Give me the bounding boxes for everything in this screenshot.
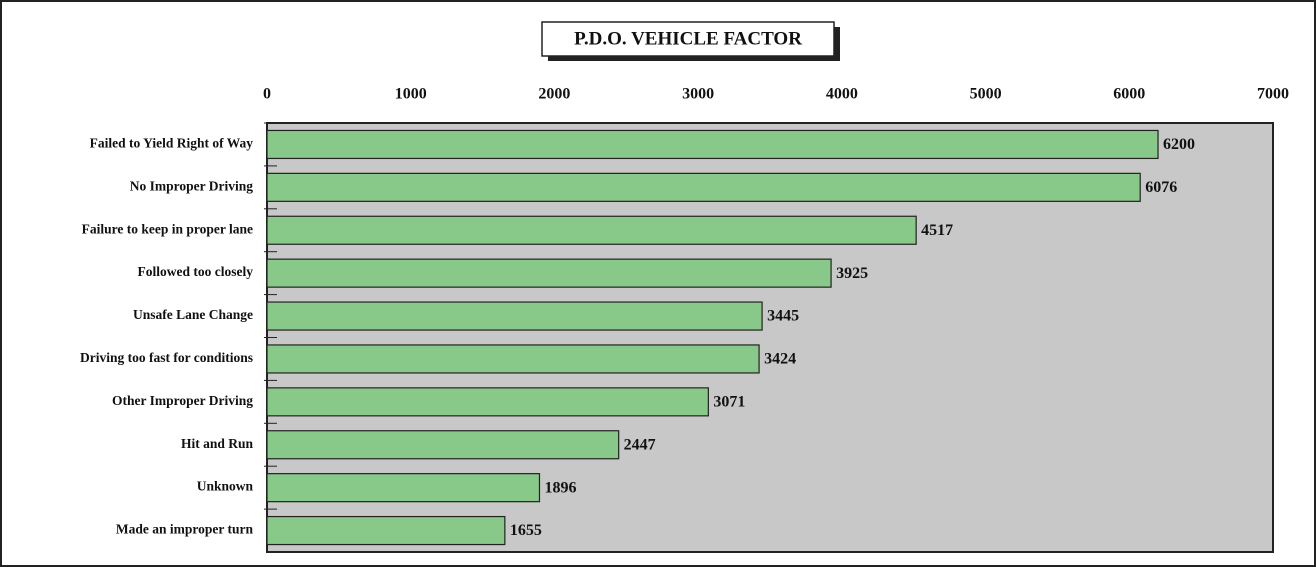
chart-title: P.D.O. VEHICLE FACTOR bbox=[574, 28, 802, 49]
y-tick-label: Driving too fast for conditions bbox=[80, 350, 253, 365]
x-tick-label: 3000 bbox=[682, 86, 714, 103]
x-tick-label: 6000 bbox=[1113, 86, 1145, 103]
bar bbox=[266, 258, 832, 288]
value-label: 1896 bbox=[544, 479, 576, 496]
bar bbox=[266, 344, 760, 374]
bar bbox=[266, 387, 709, 417]
y-tick-label: Hit and Run bbox=[181, 436, 254, 451]
value-label: 3445 bbox=[767, 308, 799, 325]
value-label: 4517 bbox=[921, 222, 953, 239]
y-tick-label: Failure to keep in proper lane bbox=[82, 221, 253, 236]
value-label: 1655 bbox=[510, 522, 542, 539]
bar bbox=[266, 129, 1159, 160]
value-label: 2447 bbox=[624, 436, 656, 453]
title-box bbox=[541, 21, 835, 57]
x-tick-label: 4000 bbox=[826, 86, 858, 103]
y-tick-label: Unsafe Lane Change bbox=[133, 307, 253, 322]
bar bbox=[266, 172, 1141, 202]
value-label: 3925 bbox=[836, 265, 868, 282]
y-tick-label: Followed too closely bbox=[138, 264, 254, 279]
bar bbox=[266, 215, 917, 245]
value-label: 6076 bbox=[1145, 179, 1177, 196]
bar bbox=[266, 430, 620, 460]
value-label: 6200 bbox=[1163, 136, 1195, 153]
x-tick-label: 5000 bbox=[970, 86, 1002, 103]
y-tick-label: No Improper Driving bbox=[130, 178, 254, 193]
x-tick-label: 1000 bbox=[395, 86, 427, 103]
y-tick-label: Made an improper turn bbox=[116, 522, 254, 537]
bar bbox=[266, 515, 506, 546]
x-tick-label: 2000 bbox=[538, 86, 570, 103]
x-tick-label: 7000 bbox=[1257, 86, 1289, 103]
y-tick-label: Unknown bbox=[197, 479, 254, 494]
y-tick-label: Failed to Yield Right of Way bbox=[90, 136, 254, 151]
value-label: 3424 bbox=[764, 351, 796, 368]
value-label: 3071 bbox=[713, 394, 745, 411]
bar bbox=[266, 473, 541, 503]
y-tick-label: Other Improper Driving bbox=[112, 393, 253, 408]
bar bbox=[266, 301, 763, 331]
x-tick-label: 0 bbox=[263, 86, 271, 103]
